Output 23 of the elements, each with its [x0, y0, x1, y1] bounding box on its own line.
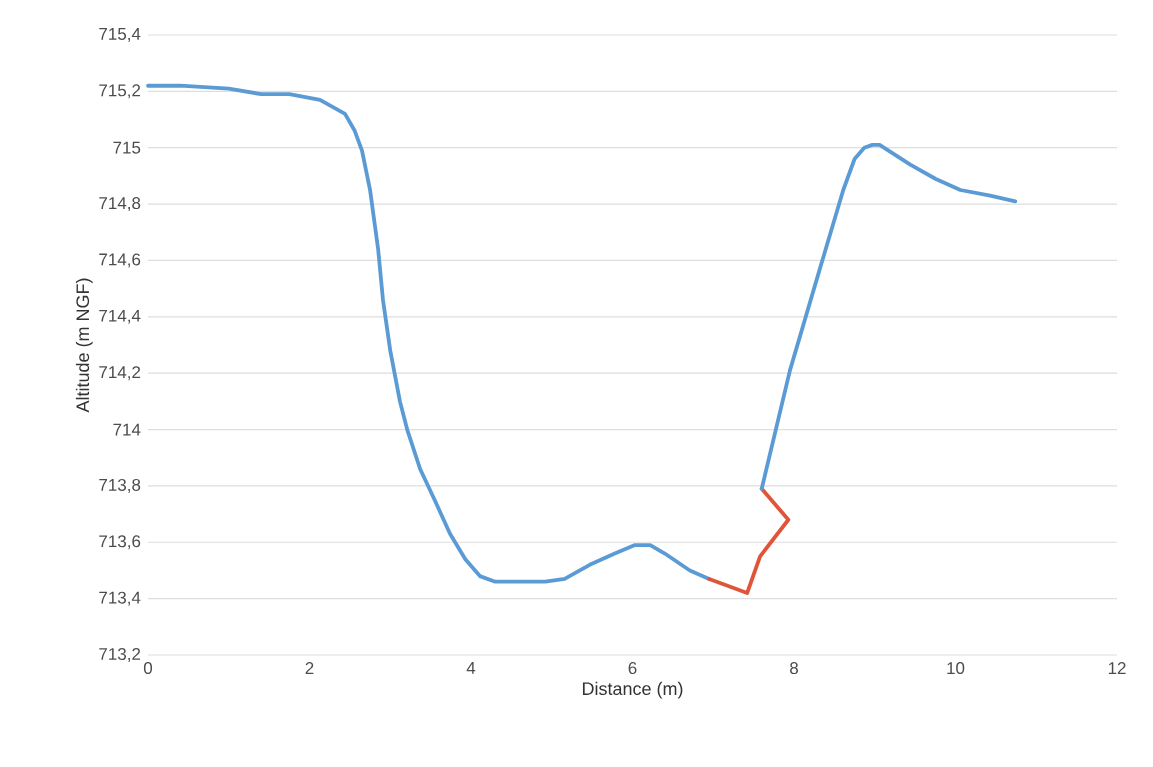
- x-tick-label: 2: [305, 662, 314, 674]
- y-tick-label: 715,4: [99, 28, 141, 42]
- x-tick-label: 0: [143, 662, 153, 675]
- y-tick-label: 714,6: [99, 253, 141, 268]
- y-tick-label: 713,2: [99, 647, 141, 663]
- y-axis-title: Altitude (m NGF): [75, 278, 93, 413]
- y-tick-label: 715: [113, 141, 141, 154]
- y-tick-label: 713,8: [99, 478, 141, 493]
- y-tick-label: 714,4: [99, 309, 141, 324]
- line-series: [759, 143, 1018, 491]
- y-tick-label: 715,2: [99, 84, 141, 99]
- y-tick-label: 714,2: [99, 366, 141, 381]
- x-tick-label: 8: [790, 662, 798, 675]
- x-tick-label: 10: [947, 662, 965, 675]
- x-axis-title: Distance (m): [582, 681, 683, 699]
- y-tick-label: 713,4: [99, 591, 141, 606]
- x-tick-label: 6: [628, 662, 637, 675]
- y-tick-label: 713,6: [99, 535, 141, 550]
- x-tick-label: 12: [1108, 662, 1126, 674]
- y-tick-label: 714: [113, 423, 141, 436]
- y-tick-label: 714,8: [99, 197, 141, 212]
- x-tick-label: 4: [466, 662, 476, 674]
- line-series: [707, 486, 791, 595]
